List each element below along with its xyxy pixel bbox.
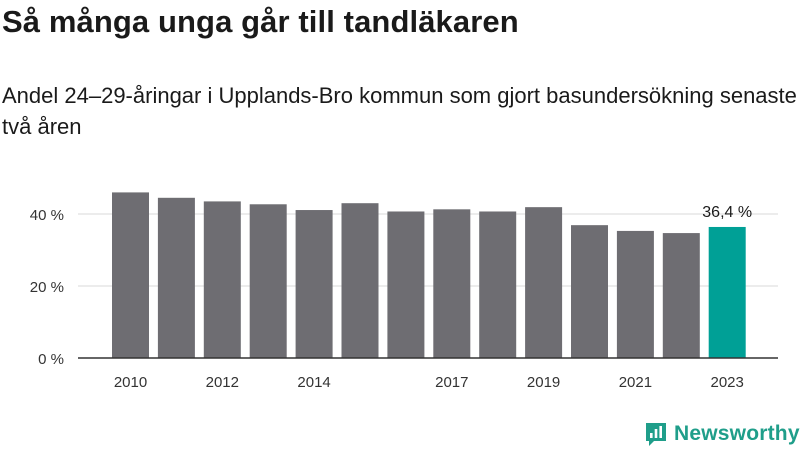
bar-2016 bbox=[387, 211, 425, 358]
x-tick-label: 2019 bbox=[527, 374, 560, 391]
data-label: 36,4 % bbox=[702, 204, 752, 221]
brand: Newsworthy bbox=[644, 420, 800, 448]
data-labels: 36,4 % bbox=[702, 204, 752, 221]
bar-2019 bbox=[525, 207, 563, 358]
bar-2014 bbox=[295, 210, 333, 358]
bar-2018 bbox=[479, 211, 517, 358]
bar-2012 bbox=[203, 201, 241, 358]
bar-chart: 0 %20 %40 % 36,4 % 2010 2012 2014 2017 2019 2… bbox=[30, 192, 778, 391]
chart-title: Så många unga går till tandläkaren bbox=[2, 4, 519, 39]
bar-2017 bbox=[433, 209, 471, 358]
x-tick-label: 2021 bbox=[619, 374, 652, 391]
bar-2020 bbox=[571, 225, 608, 358]
newsworthy-logo-icon bbox=[646, 423, 666, 446]
bar-2021 bbox=[616, 230, 654, 358]
x-tick-label: 2010 bbox=[114, 374, 147, 391]
x-axis-ticks: 2010 2012 2014 2017 2019 2021 2023 bbox=[114, 374, 744, 391]
x-tick-label: 2012 bbox=[206, 374, 239, 391]
x-tick-label: 2023 bbox=[711, 374, 744, 391]
bars bbox=[112, 192, 746, 358]
bar-2011 bbox=[157, 197, 195, 358]
brand-name: Newsworthy bbox=[674, 422, 800, 445]
y-tick-label: 20 % bbox=[30, 279, 64, 296]
y-tick-label: 0 % bbox=[38, 351, 64, 368]
y-tick-label: 40 % bbox=[30, 207, 64, 224]
bar-2013 bbox=[249, 204, 287, 358]
bar-2015 bbox=[341, 203, 379, 358]
chart-subtitle: Andel 24–29-åringar i Upplands-Bro kommu… bbox=[2, 83, 797, 139]
x-tick-label: 2017 bbox=[435, 374, 468, 391]
y-axis-ticks: 0 % 20 % 40 % bbox=[30, 207, 64, 368]
bar-2022 bbox=[662, 233, 700, 358]
bar-2023 bbox=[708, 226, 746, 358]
x-tick-label: 2014 bbox=[297, 374, 330, 391]
bar-2010 bbox=[112, 192, 149, 358]
